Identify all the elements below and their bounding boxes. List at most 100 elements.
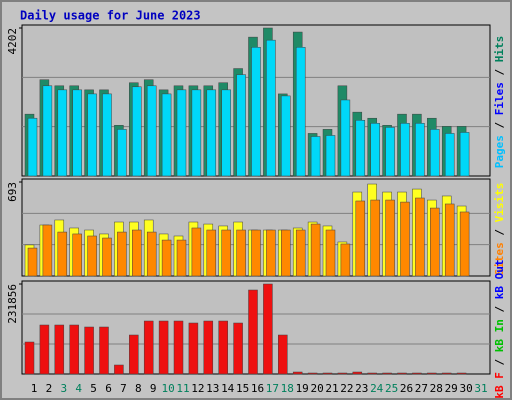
bar	[221, 229, 231, 277]
bar	[236, 229, 246, 277]
x-tick-label: 14	[221, 382, 235, 395]
side-label-part: /	[493, 115, 506, 135]
bar	[221, 89, 231, 177]
side-label-part: /	[493, 62, 506, 82]
side-label-part: Files	[493, 82, 506, 115]
x-tick-label: 31	[474, 382, 487, 395]
bar	[203, 320, 214, 375]
bar	[427, 372, 437, 375]
x-tick-label: 6	[105, 382, 112, 395]
bar	[370, 123, 380, 177]
bar	[146, 231, 157, 277]
bar	[400, 123, 410, 177]
bar	[340, 243, 351, 277]
bar	[340, 99, 351, 177]
bar	[173, 320, 184, 375]
bar	[278, 334, 288, 375]
x-tick-label: 9	[150, 382, 157, 395]
bar	[206, 89, 217, 177]
bar	[87, 93, 97, 177]
x-tick-label: 18	[281, 382, 294, 395]
bar	[102, 237, 112, 277]
bar	[146, 85, 157, 177]
bar	[233, 322, 243, 375]
bar	[161, 93, 172, 177]
bar	[355, 119, 366, 177]
x-tick-label: 12	[191, 382, 204, 395]
bar	[176, 239, 187, 277]
side-label-part: /	[493, 352, 506, 372]
x-tick-label: 16	[251, 382, 264, 395]
x-tick-label: 24	[370, 382, 384, 395]
y-tick-label: 693	[6, 182, 19, 202]
bar	[307, 372, 318, 375]
bar	[206, 229, 217, 277]
bar	[385, 199, 395, 277]
bar	[385, 127, 395, 177]
x-tick-label: 13	[206, 382, 219, 395]
bar	[161, 239, 172, 277]
side-label-part: Hits	[493, 36, 506, 63]
bar	[459, 132, 470, 177]
bar	[218, 320, 228, 375]
side-label-part: kB In	[493, 319, 506, 352]
bar	[412, 372, 422, 375]
bar	[129, 334, 139, 375]
x-tick-label: 28	[430, 382, 443, 395]
x-tick-label: 21	[325, 382, 338, 395]
side-label: kB F / kB In / kB Out	[493, 259, 506, 398]
bar	[430, 207, 440, 277]
bar	[459, 211, 470, 277]
x-tick-label: 25	[385, 382, 398, 395]
bar	[132, 86, 142, 177]
bar	[292, 371, 303, 375]
bar	[54, 324, 65, 375]
x-tick-label: 26	[400, 382, 413, 395]
bar	[143, 320, 154, 375]
bar	[415, 197, 425, 277]
bar	[72, 233, 82, 277]
bar	[370, 199, 380, 277]
x-tick-label: 17	[266, 382, 279, 395]
side-label-part: kB Out	[493, 259, 506, 299]
x-tick-label: 22	[340, 382, 353, 395]
bar	[444, 203, 455, 277]
bar	[266, 229, 276, 277]
bar	[117, 129, 127, 177]
bar	[102, 93, 112, 177]
bar	[337, 372, 348, 375]
side-label-part: Pages	[493, 135, 506, 168]
bar	[132, 229, 142, 277]
x-tick-label: 8	[135, 382, 142, 395]
side-label-part: /	[493, 222, 506, 242]
bar	[69, 324, 79, 375]
side-label-part: kB F	[493, 372, 506, 399]
bar	[72, 89, 82, 177]
bar	[382, 372, 392, 375]
x-tick-label: 4	[75, 382, 82, 395]
x-tick-label: 29	[445, 382, 458, 395]
x-tick-label: 15	[236, 382, 249, 395]
bar	[444, 133, 455, 177]
side-label-part: Sites	[493, 242, 506, 275]
x-tick-label: 2	[46, 382, 53, 395]
bar	[456, 372, 467, 375]
bar	[57, 231, 68, 277]
bar	[310, 223, 321, 277]
bar	[400, 201, 410, 277]
bar	[158, 320, 169, 375]
chart-title: Daily usage for June 2023	[20, 9, 201, 23]
bar	[248, 289, 258, 375]
bar	[281, 229, 291, 277]
bar	[441, 372, 452, 375]
x-tick-label: 11	[176, 382, 189, 395]
side-label: Sites / Visits	[493, 183, 506, 276]
x-tick-label: 5	[90, 382, 97, 395]
bar	[27, 247, 38, 277]
bar	[325, 229, 336, 277]
bar	[295, 47, 306, 177]
bar	[42, 224, 53, 277]
bar	[84, 326, 94, 375]
